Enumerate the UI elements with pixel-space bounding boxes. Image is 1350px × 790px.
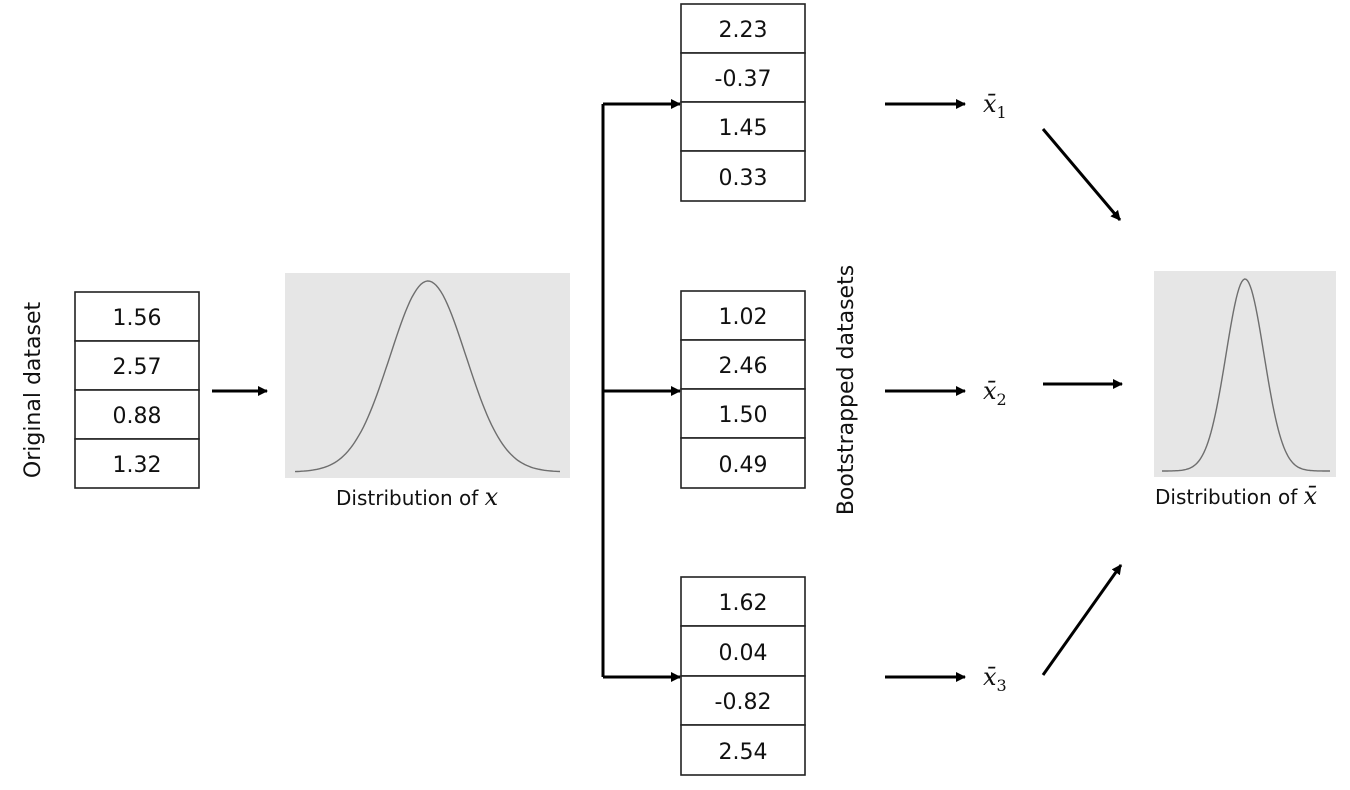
arrow-mean-1-to-distribution [1041, 128, 1122, 221]
table-cell: 0.88 [74, 389, 200, 440]
table-cell: 1.32 [74, 438, 200, 489]
cell-value: 1.50 [719, 403, 768, 428]
cell-value: -0.37 [715, 67, 772, 92]
distribution-x-plot [285, 273, 570, 478]
bootstrap-dataset-3: 1.62 0.04 -0.82 2.54 [680, 576, 806, 776]
table-cell: 1.56 [74, 291, 200, 342]
mean-label-2: x̄2 [983, 377, 1007, 409]
distribution-x-caption: Distribution of x [336, 483, 499, 511]
cell-value: 1.62 [719, 591, 768, 616]
cell-value: 1.02 [719, 305, 768, 330]
branch-connector [601, 99, 681, 682]
cell-value: 2.46 [719, 354, 768, 379]
distribution-xbar-plot [1154, 271, 1336, 477]
cell-value: 0.04 [719, 641, 768, 666]
cell-value: 2.57 [113, 355, 162, 380]
table-cell: 2.57 [74, 340, 200, 391]
cell-value: 1.56 [113, 306, 162, 331]
mean-label-1: x̄1 [983, 90, 1007, 122]
cell-value: 2.54 [719, 740, 768, 765]
plot-background [285, 273, 570, 478]
original-dataset-table: 1.56 2.57 0.88 1.32 [74, 291, 200, 489]
original-dataset-label: Original dataset [21, 302, 46, 479]
distribution-xbar-caption: Distribution of x̄ [1155, 482, 1318, 510]
cell-value: 0.49 [719, 453, 768, 478]
cell-value: 2.23 [719, 18, 768, 43]
cell-value: 1.45 [719, 116, 768, 141]
bootstrap-dataset-2: 1.02 2.46 1.50 0.49 [680, 290, 806, 489]
bootstrapped-datasets-label: Bootstrapped datasets [834, 265, 859, 515]
cell-value: 0.88 [113, 404, 162, 429]
plot-background [1154, 271, 1336, 477]
bootstrap-dataset-1: 2.23 -0.37 1.45 0.33 [680, 3, 806, 202]
cell-value: 1.32 [113, 453, 162, 478]
cell-value: 0.33 [719, 166, 768, 191]
bell-curve [1162, 278, 1330, 472]
cell-value: -0.82 [715, 690, 772, 715]
bell-curve [294, 280, 561, 473]
arrow-mean-3-to-distribution [1041, 564, 1123, 676]
mean-label-3: x̄3 [983, 663, 1007, 695]
